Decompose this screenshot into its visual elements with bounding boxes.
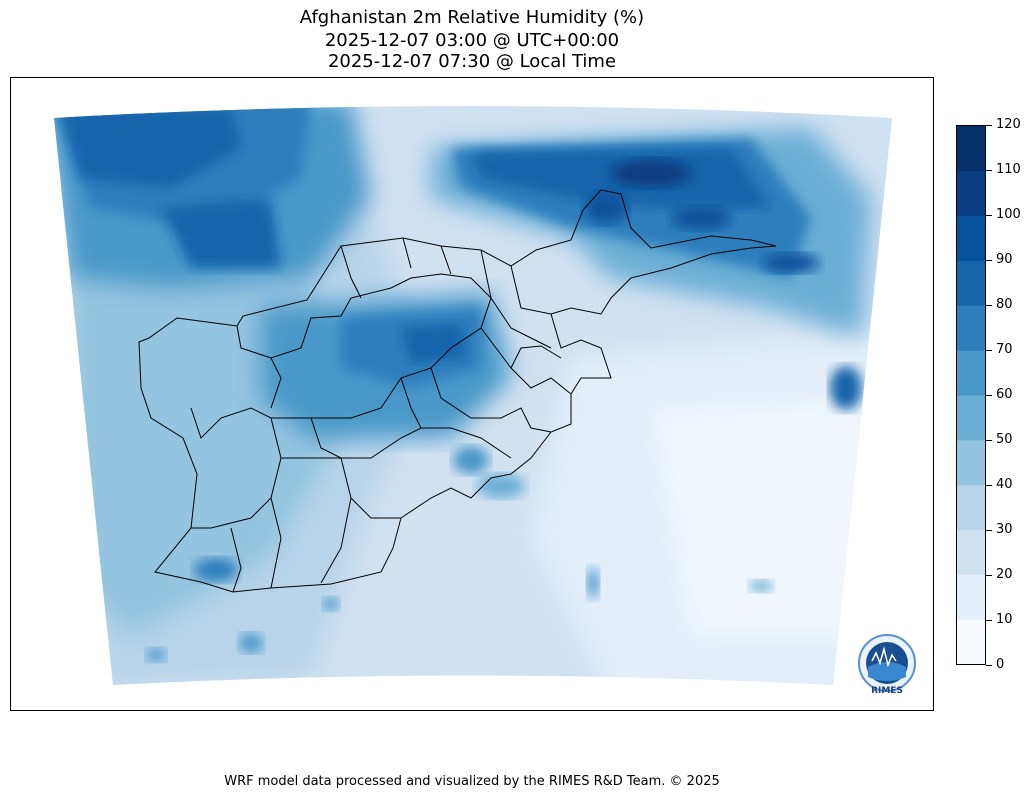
map-frame xyxy=(10,77,934,711)
colorbar-segment xyxy=(957,529,985,575)
colorbar-segment xyxy=(957,439,985,486)
footer-credit: WRF model data processed and visualized … xyxy=(224,774,720,789)
colorbar-tick-mark xyxy=(986,349,992,351)
colorbar-tick-label: 10 xyxy=(996,612,1013,627)
colorbar xyxy=(956,125,986,665)
colorbar-tick-label: 110 xyxy=(996,162,1021,177)
colorbar-tick-label: 70 xyxy=(996,342,1013,357)
colorbar-tick-label: 20 xyxy=(996,567,1013,582)
map-title: Afghanistan 2m Relative Humidity (%) xyxy=(299,7,645,28)
colorbar-tick-label: 120 xyxy=(996,117,1021,132)
colorbar-tick-mark xyxy=(986,664,992,666)
colorbar-tick-mark xyxy=(986,529,992,531)
colorbar-segment xyxy=(957,305,985,351)
colorbar-tick-mark xyxy=(986,214,992,216)
colorbar-segment xyxy=(957,215,985,261)
colorbar-segment xyxy=(957,260,985,306)
colorbar-tick-mark xyxy=(986,484,992,486)
colorbar-tick-mark xyxy=(986,259,992,261)
rimes-logo xyxy=(854,633,920,699)
colorbar-segment xyxy=(957,619,985,664)
colorbar-segment xyxy=(957,395,985,441)
colorbar-tick-label: 0 xyxy=(996,657,1005,672)
colorbar-tick-mark xyxy=(986,439,992,441)
logo-text: RIMES xyxy=(871,686,903,696)
humidity-field xyxy=(54,106,892,685)
humidity-map xyxy=(54,106,892,685)
colorbar-tick-mark xyxy=(986,574,992,576)
colorbar-tick-label: 30 xyxy=(996,522,1013,537)
colorbar-segment xyxy=(957,350,985,396)
afghanistan-boundaries xyxy=(138,189,777,593)
map-subtitle-utc: 2025-12-07 03:00 @ UTC+00:00 xyxy=(324,30,620,51)
colorbar-tick-label: 90 xyxy=(996,252,1013,267)
colorbar-segment xyxy=(957,484,985,530)
colorbar-segment xyxy=(957,170,985,217)
colorbar-segment xyxy=(957,574,985,620)
colorbar-tick-label: 80 xyxy=(996,297,1013,312)
colorbar-tick-mark xyxy=(986,304,992,306)
colorbar-tick-mark xyxy=(986,394,992,396)
colorbar-tick-label: 100 xyxy=(996,207,1021,222)
map-subtitle-local: 2025-12-07 07:30 @ Local Time xyxy=(327,51,617,72)
colorbar-tick-label: 50 xyxy=(996,432,1013,447)
colorbar-tick-label: 40 xyxy=(996,477,1013,492)
colorbar-segment xyxy=(957,126,985,172)
colorbar-tick-mark xyxy=(986,124,992,126)
colorbar-tick-label: 60 xyxy=(996,387,1013,402)
colorbar-tick-mark xyxy=(986,169,992,171)
colorbar-gradient xyxy=(957,126,985,664)
colorbar-tick-mark xyxy=(986,619,992,621)
